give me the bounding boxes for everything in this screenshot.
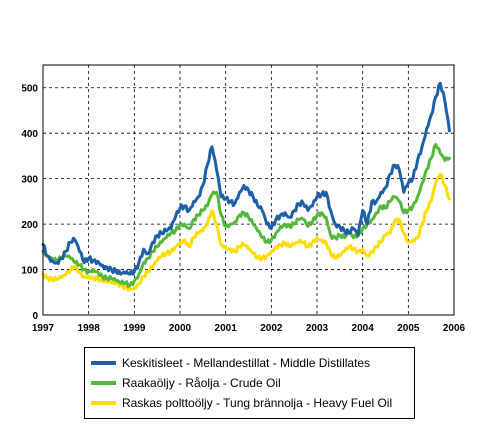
tick-labels: 1997 1998 1999 2000 2001 2002 2003 2004 2005 2006… bbox=[21, 84, 465, 334]
y-tick-label-400: 400 bbox=[21, 129, 38, 140]
x-tick-label-1998: 1998 bbox=[78, 323, 101, 334]
x-tick-label-2001: 2001 bbox=[215, 323, 238, 334]
x-tick-label-2006: 2006 bbox=[443, 323, 466, 334]
series-line-crude-oil bbox=[41, 143, 451, 289]
legend-swatch-heavy-fuel-oil bbox=[91, 401, 116, 405]
x-tick-label-1999: 1999 bbox=[123, 323, 146, 334]
x-tick-label-2005: 2005 bbox=[397, 323, 420, 334]
legend-item-crude-oil: Raakaöljy - Råolja - Crude Oil bbox=[91, 373, 414, 393]
legend-label-crude-oil: Raakaöljy - Råolja - Crude Oil bbox=[122, 376, 281, 390]
x-tick-label-2000: 2000 bbox=[169, 323, 192, 334]
series-line-heavy-fuel-oil bbox=[41, 172, 451, 292]
legend-item-middle-distillates: Keskitisleet - Mellandestillat - Middle … bbox=[91, 353, 414, 373]
y-tick-label-200: 200 bbox=[21, 220, 38, 231]
legend-label-heavy-fuel-oil: Raskas polttoöljy - Tung brännolja - Hea… bbox=[122, 396, 393, 410]
plot-frame bbox=[42, 64, 455, 316]
y-tick-label-300: 300 bbox=[21, 175, 38, 186]
x-tick-label-2003: 2003 bbox=[306, 323, 329, 334]
legend-swatch-middle-distillates bbox=[91, 361, 116, 365]
y-tick-label-100: 100 bbox=[21, 266, 38, 277]
legend-item-heavy-fuel-oil: Raskas polttoöljy - Tung brännolja - Hea… bbox=[91, 393, 414, 413]
y-tick-label-0: 0 bbox=[32, 311, 38, 322]
legend: Keskitisleet - Mellandestillat - Middle … bbox=[84, 347, 415, 419]
series-lines bbox=[41, 81, 451, 292]
series-line-middle-distillates bbox=[41, 81, 451, 276]
x-tick-label-2002: 2002 bbox=[260, 323, 283, 334]
x-tick-label-2004: 2004 bbox=[352, 323, 375, 334]
y-tick-label-500: 500 bbox=[21, 84, 38, 95]
gridlines bbox=[43, 65, 454, 315]
legend-swatch-crude-oil bbox=[91, 381, 116, 385]
legend-label-middle-distillates: Keskitisleet - Mellandestillat - Middle … bbox=[122, 356, 371, 370]
x-tick-label-1997: 1997 bbox=[32, 323, 55, 334]
